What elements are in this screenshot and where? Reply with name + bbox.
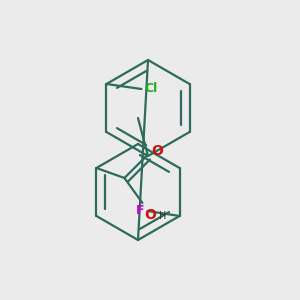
Text: O: O bbox=[144, 208, 156, 222]
Text: O: O bbox=[152, 144, 163, 158]
Text: H: H bbox=[159, 211, 167, 221]
Text: Cl: Cl bbox=[144, 82, 158, 95]
Text: F: F bbox=[136, 205, 145, 218]
